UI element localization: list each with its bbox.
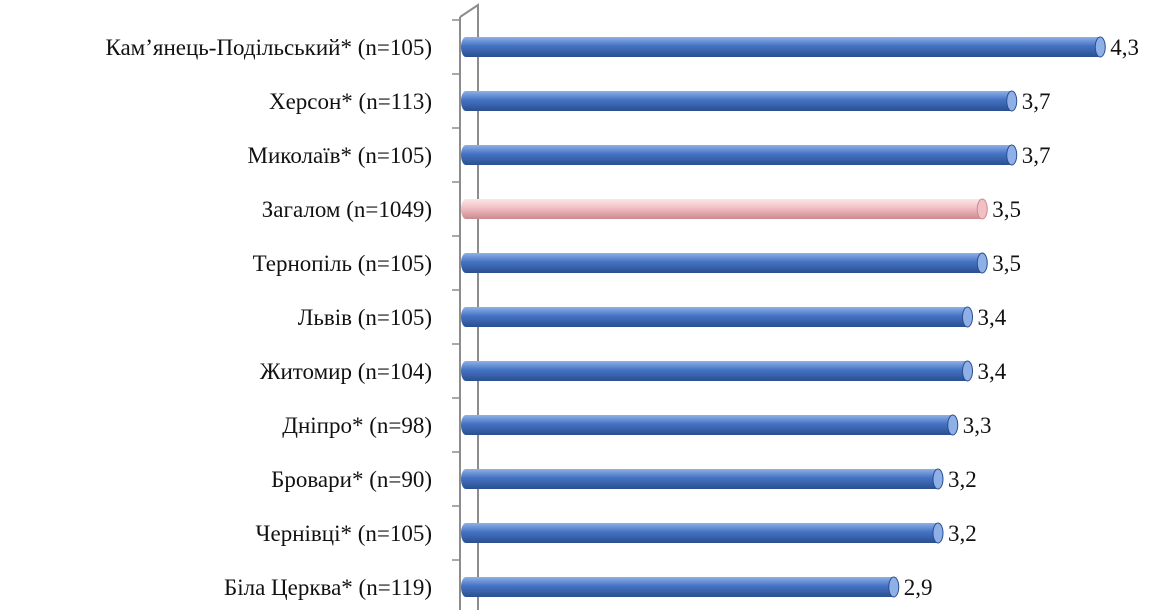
bar-base [461, 253, 471, 273]
bar-base [461, 415, 471, 435]
bar-cap [976, 252, 988, 274]
category-label: Дніпро* (n=98) [282, 413, 432, 438]
value-label: 3,7 [1022, 89, 1051, 114]
bar-highlight [466, 199, 983, 219]
category-label: Херсон* (n=113) [269, 89, 432, 114]
value-label: 3,7 [1022, 143, 1051, 168]
bar-cap [1094, 36, 1106, 58]
category-label: Житомир (n=104) [260, 359, 432, 384]
bar [466, 253, 983, 273]
bar-base [461, 37, 471, 57]
bar-cap [1006, 144, 1018, 166]
bar [466, 361, 968, 381]
value-label: 3,5 [992, 251, 1021, 276]
value-label: 3,3 [963, 413, 992, 438]
value-label: 2,9 [904, 575, 933, 600]
bar-base [461, 577, 471, 597]
bar-base [461, 91, 471, 111]
bars-layer [461, 36, 1106, 598]
bar-base [461, 199, 471, 219]
value-label: 4,3 [1110, 35, 1139, 60]
category-label: Бровари* (n=90) [271, 467, 432, 492]
bar-base [461, 307, 471, 327]
bar-base [461, 145, 471, 165]
bar [466, 577, 894, 597]
bar [466, 37, 1101, 57]
category-label: Львів (n=105) [298, 305, 432, 330]
bar-cap [932, 468, 944, 490]
category-label: Біла Церква* (n=119) [224, 575, 432, 600]
bar-cap [976, 198, 988, 220]
value-label: 3,5 [992, 197, 1021, 222]
bar [466, 91, 1012, 111]
bar-base [461, 361, 471, 381]
value-label: 3,2 [948, 467, 977, 492]
category-label: Загалом (n=1049) [262, 197, 432, 222]
bar [466, 469, 938, 489]
axis-layer [452, 3, 479, 610]
category-label: Миколаїв* (n=105) [248, 143, 432, 168]
value-label: 3,2 [948, 521, 977, 546]
bar [466, 307, 968, 327]
bar-base [461, 523, 471, 543]
value-label: 3,4 [978, 305, 1007, 330]
axis-back-edge [459, 3, 479, 610]
bar-cap [962, 306, 973, 328]
bar [466, 415, 953, 435]
category-label: Кам’янець-Подільський* (n=105) [105, 35, 432, 60]
bar-cap [888, 576, 900, 598]
category-label: Тернопіль (n=105) [253, 251, 432, 276]
bar [466, 145, 1012, 165]
bar-base [461, 469, 471, 489]
value-label: 3,4 [978, 359, 1007, 384]
bar-cap [947, 414, 959, 436]
bar-cap [1006, 90, 1018, 112]
labels-layer: Кам’янець-Подільський* (n=105) 4,3 Херсон*… [105, 35, 1139, 600]
category-label: Чернівці* (n=105) [256, 521, 432, 546]
bar-cap [932, 522, 944, 544]
bar [466, 523, 938, 543]
bar-cap [962, 360, 973, 382]
